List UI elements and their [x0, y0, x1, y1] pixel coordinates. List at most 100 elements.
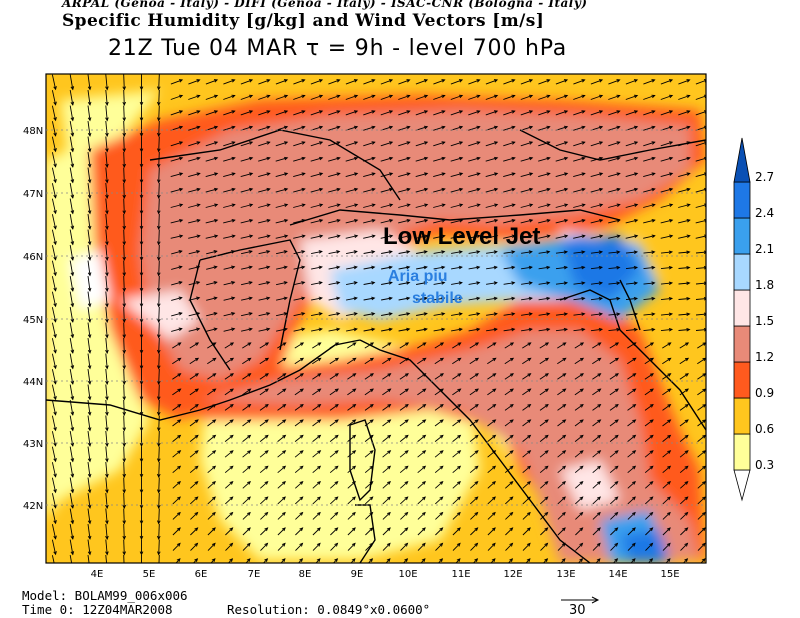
wind-arrow-head: [666, 558, 671, 563]
wind-arrow-head: [666, 542, 671, 547]
wind-arrow-shaft: [275, 219, 288, 224]
wind-arrow-head: [284, 141, 289, 145]
wind-arrow-shaft: [610, 481, 618, 489]
wind-arrow-shaft: [662, 342, 671, 349]
wind-arrow-shaft: [450, 95, 463, 100]
wind-arrow-shaft: [223, 235, 235, 239]
wind-arrow-head: [492, 357, 497, 362]
wind-arrow-shaft: [172, 450, 181, 458]
wind-arrow-shaft: [627, 404, 636, 411]
wind-arrow-shaft: [170, 157, 183, 162]
wind-arrow-shaft: [259, 373, 269, 380]
wind-arrow-head: [264, 511, 269, 516]
wind-arrow-head: [284, 172, 289, 176]
wind-arrow-head: [354, 218, 359, 223]
wind-arrow-head: [476, 141, 481, 145]
wind-arrow-head: [299, 404, 304, 408]
wind-arrow-shaft: [105, 461, 108, 478]
wind-arrow-head: [476, 327, 481, 332]
wind-arrow-head: [564, 234, 569, 239]
wind-arrow-head: [319, 156, 324, 161]
wind-arrow-shaft: [158, 198, 160, 214]
wind-arrow-head: [651, 172, 656, 176]
wind-arrow-shaft: [643, 188, 655, 193]
wind-arrow-shaft: [592, 388, 601, 396]
wind-arrow-head: [597, 342, 602, 346]
wind-arrow-shaft: [522, 512, 531, 520]
wind-arrow-head: [54, 567, 57, 570]
wind-arrow-shaft: [105, 182, 108, 199]
wind-arrow-shaft: [158, 275, 160, 292]
wind-arrow-head: [579, 388, 584, 393]
wind-arrow-head: [156, 117, 161, 122]
wind-arrow-shaft: [87, 260, 91, 276]
wind-arrow-shaft: [87, 539, 91, 555]
wind-arrow-shaft: [625, 282, 638, 285]
wind-arrow-shaft: [276, 281, 287, 286]
wind-arrow-head: [87, 380, 92, 385]
wind-arrow-shaft: [574, 465, 584, 474]
wind-arrow-shaft: [592, 496, 601, 505]
wind-arrow-head: [424, 218, 429, 223]
wind-arrow-head: [616, 312, 621, 316]
wind-arrow-head: [546, 218, 551, 223]
wind-arrow-head: [493, 79, 499, 83]
wind-arrow-head: [247, 434, 252, 439]
wind-arrow-shaft: [158, 446, 160, 462]
wind-arrow-head: [248, 94, 254, 99]
wind-arrow-shaft: [347, 527, 356, 536]
wind-arrow-head: [546, 281, 551, 285]
wind-arrow-head: [527, 419, 532, 424]
wind-arrow-head: [649, 434, 654, 439]
wind-arrow-shaft: [380, 141, 393, 147]
colorbar-label: 2.1: [755, 242, 774, 256]
wind-arrow-shaft: [51, 384, 57, 400]
wind-arrow-head: [371, 141, 376, 145]
wind-arrow-head: [651, 141, 656, 145]
wind-arrow-head: [249, 203, 254, 207]
wind-arrow-shaft: [123, 260, 125, 276]
wind-arrow-shaft: [207, 435, 216, 442]
wind-arrow-shaft: [158, 213, 160, 230]
wind-arrow-shaft: [592, 527, 601, 536]
wind-arrow-shaft: [51, 322, 57, 338]
wind-arrow-head: [122, 132, 127, 138]
wind-arrow-shaft: [158, 229, 160, 245]
wind-arrow-head: [439, 527, 444, 532]
wind-arrow-head: [456, 542, 461, 547]
wind-arrow-shaft: [158, 399, 160, 416]
wind-arrow-shaft: [415, 188, 428, 193]
wind-arrow-head: [491, 558, 496, 563]
wind-arrow-head: [105, 349, 109, 355]
wind-arrow-head: [122, 380, 127, 386]
wind-arrow-shaft: [188, 110, 200, 116]
wind-arrow-head: [703, 296, 706, 301]
wind-arrow-shaft: [520, 95, 533, 100]
wind-arrow-shaft: [538, 313, 550, 316]
wind-arrow-head: [211, 527, 216, 532]
wind-arrow-shaft: [170, 110, 183, 116]
wind-arrow-shaft: [643, 204, 655, 208]
wind-arrow-head: [301, 203, 306, 207]
wind-arrow-shaft: [400, 543, 408, 551]
wind-arrow-shaft: [468, 126, 480, 131]
wind-arrow-shaft: [69, 415, 74, 431]
wind-arrow-shaft: [294, 357, 304, 365]
wind-arrow-head: [334, 480, 339, 485]
wind-arrow-shaft: [450, 219, 463, 224]
wind-arrow-head: [246, 542, 251, 547]
wind-arrow-head: [264, 527, 269, 532]
wind-arrow-head: [214, 141, 219, 145]
wind-arrow-head: [475, 342, 480, 346]
wind-arrow-shaft: [417, 419, 426, 427]
wind-arrow-shaft: [275, 141, 288, 147]
wind-arrow-shaft: [695, 313, 706, 316]
wind-arrow-shaft: [608, 313, 620, 316]
wind-arrow-head: [474, 419, 479, 424]
wind-arrow-shaft: [679, 435, 689, 442]
wind-arrow-shaft: [538, 219, 550, 224]
wind-arrow-shaft: [625, 157, 638, 162]
wind-arrow-head: [353, 327, 358, 332]
colorbar-cell: [733, 217, 751, 255]
wind-arrow-shaft: [644, 435, 654, 442]
